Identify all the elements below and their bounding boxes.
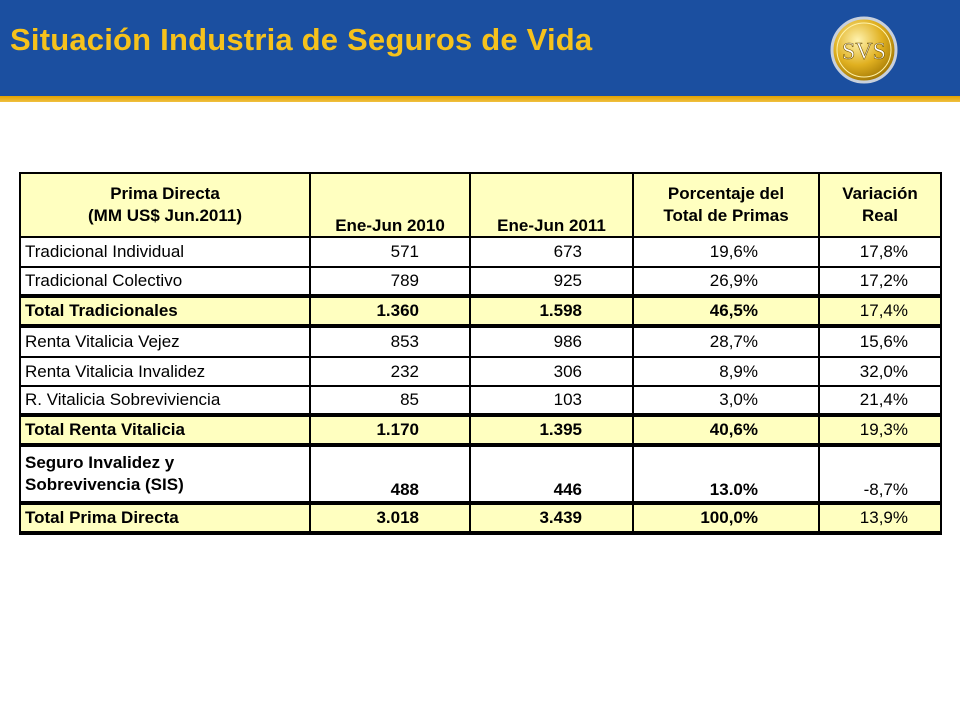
value-2010: 1.170: [309, 414, 471, 446]
row-label: Tradicional Individual: [19, 236, 311, 268]
value-percent: 19,6%: [632, 236, 820, 268]
value-variation: 17,4%: [818, 295, 942, 327]
table-row: Renta Vitalicia Vejez 853 986 28,7% 15,6…: [19, 325, 942, 358]
value-percent: 40,6%: [632, 414, 820, 446]
header-ene-jun-2010: Ene-Jun 2010: [309, 172, 471, 238]
value-2010: 1.360: [309, 295, 471, 327]
row-label: Renta Vitalicia Invalidez: [19, 356, 311, 387]
value-2011: 1.395: [469, 414, 634, 446]
row-label: R. Vitalicia Sobreviviencia: [19, 385, 311, 416]
row-label: Total Prima Directa: [19, 502, 311, 534]
value-percent: 3,0%: [632, 385, 820, 416]
value-percent: 100,0%: [632, 502, 820, 534]
prima-directa-table: Prima Directa (MM US$ Jun.2011) Ene-Jun …: [19, 172, 942, 535]
value-variation: 13,9%: [818, 502, 942, 534]
value-percent: 28,7%: [632, 325, 820, 358]
header-ene-jun-2011: Ene-Jun 2011: [469, 172, 634, 238]
header-variacion: Variación Real: [818, 172, 942, 238]
value-variation: 19,3%: [818, 414, 942, 446]
value-variation: -8,7%: [818, 444, 942, 504]
value-variation: 32,0%: [818, 356, 942, 387]
svs-logo: SVS: [830, 16, 898, 84]
value-2011: 673: [469, 236, 634, 268]
value-2011: 103: [469, 385, 634, 416]
value-2011: 306: [469, 356, 634, 387]
value-2011: 3.439: [469, 502, 634, 534]
value-2010: 232: [309, 356, 471, 387]
value-2011: 925: [469, 266, 634, 297]
logo-text: SVS: [842, 39, 886, 65]
row-label: Tradicional Colectivo: [19, 266, 311, 297]
value-variation: 17,2%: [818, 266, 942, 297]
value-2010: 85: [309, 385, 471, 416]
table-header-row: Prima Directa (MM US$ Jun.2011) Ene-Jun …: [19, 172, 942, 238]
header-porcentaje: Porcentaje del Total de Primas: [632, 172, 820, 238]
row-label: Renta Vitalicia Vejez: [19, 325, 311, 358]
table-row: R. Vitalicia Sobreviviencia 85 103 3,0% …: [19, 385, 942, 416]
row-label: Total Renta Vitalicia: [19, 414, 311, 446]
value-2011: 986: [469, 325, 634, 358]
value-2010: 853: [309, 325, 471, 358]
value-2010: 3.018: [309, 502, 471, 534]
header-accent-line: [0, 96, 960, 102]
slide-title: Situación Industria de Seguros de Vida: [10, 22, 593, 57]
header-prima-directa: Prima Directa (MM US$ Jun.2011): [19, 172, 311, 238]
value-2010: 488: [309, 444, 471, 504]
value-variation: 17,8%: [818, 236, 942, 268]
value-percent: 46,5%: [632, 295, 820, 327]
value-2011: 446: [469, 444, 634, 504]
slide-header: [0, 0, 960, 96]
value-percent: 8,9%: [632, 356, 820, 387]
total-row: Total Tradicionales 1.360 1.598 46,5% 17…: [19, 295, 942, 327]
value-2010: 789: [309, 266, 471, 297]
value-variation: 15,6%: [818, 325, 942, 358]
row-label: Total Tradicionales: [19, 295, 311, 327]
total-row: Total Prima Directa 3.018 3.439 100,0% 1…: [19, 502, 942, 534]
value-percent: 26,9%: [632, 266, 820, 297]
table-row: Tradicional Colectivo 789 925 26,9% 17,2…: [19, 266, 942, 297]
row-label: Seguro Invalidez y Sobrevivencia (SIS): [19, 444, 311, 504]
value-2011: 1.598: [469, 295, 634, 327]
table-row: Tradicional Individual 571 673 19,6% 17,…: [19, 236, 942, 268]
table-row: Renta Vitalicia Invalidez 232 306 8,9% 3…: [19, 356, 942, 387]
table-row: Seguro Invalidez y Sobrevivencia (SIS) 4…: [19, 444, 942, 504]
value-percent: 13.0%: [632, 444, 820, 504]
total-row: Total Renta Vitalicia 1.170 1.395 40,6% …: [19, 414, 942, 446]
value-2010: 571: [309, 236, 471, 268]
value-variation: 21,4%: [818, 385, 942, 416]
